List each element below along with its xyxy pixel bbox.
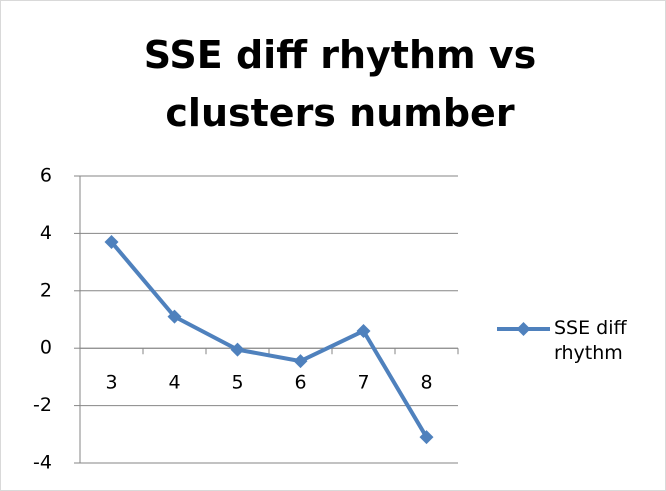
x-tick-label: 7 <box>357 372 369 394</box>
y-tick-label: 4 <box>40 222 52 244</box>
y-tick-label: 2 <box>40 279 52 301</box>
y-tick-label: -4 <box>33 452 52 474</box>
data-point <box>293 354 308 369</box>
y-tick-label: 6 <box>40 165 52 187</box>
data-point <box>419 430 434 445</box>
x-tick-label: 5 <box>231 372 243 394</box>
data-point <box>230 342 245 357</box>
data-point <box>356 323 371 338</box>
series-line <box>109 240 429 439</box>
data-point <box>167 309 182 324</box>
y-tick-label: -2 <box>33 394 52 416</box>
x-tick-label: 3 <box>105 372 117 394</box>
x-tick-label: 6 <box>294 372 306 394</box>
data-point <box>104 235 119 250</box>
x-tick-label: 4 <box>168 372 180 394</box>
legend-marker <box>516 322 531 336</box>
chart-title: SSE diff rhythm vs clusters number <box>143 33 537 135</box>
legend-label: SSE diff rhythm <box>554 317 627 364</box>
x-tick-label: 8 <box>420 372 432 394</box>
y-tick-label: 0 <box>40 337 52 359</box>
